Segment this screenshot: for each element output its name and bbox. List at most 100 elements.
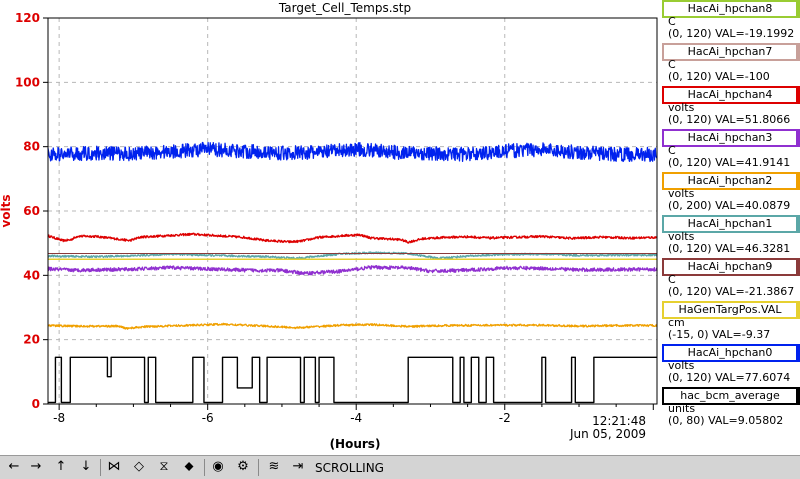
legend-range: (0, 120)	[668, 242, 712, 255]
series-hac-bcm-average	[48, 356, 657, 404]
legend-range-value: (0, 120) VAL=41.9141	[668, 157, 790, 169]
legend-unit: volts	[668, 359, 695, 372]
legend-unit: volts	[668, 230, 695, 243]
legend-range-value: (0, 200) VAL=40.0879	[668, 200, 790, 212]
legend-channel-name[interactable]: HacAi_hpchan0	[662, 344, 800, 362]
legend-range: (0, 120)	[668, 70, 712, 83]
zoom-out-vertical-icon[interactable]: ⬥	[184, 459, 194, 474]
legend-current-value: VAL=-19.1992	[711, 27, 795, 40]
toolbar-separator	[204, 459, 205, 476]
toolbar: SCROLLING ← → ↑ ↓ ⋈ ◇ ⧖ ⬥ ◉ ⚙ ≋ ⇥	[0, 455, 800, 479]
legend-current-value: VAL=9.05802	[704, 414, 784, 427]
pan-up-icon[interactable]: ↑	[55, 459, 67, 474]
zoom-in-horizontal-icon[interactable]: ⋈	[107, 459, 121, 474]
legend-entry[interactable]: HacAi_hpchan1 volts (0, 120) VAL=46.3281	[660, 215, 800, 256]
legend-current-value: VAL=-9.37	[708, 328, 771, 341]
legend-entry[interactable]: HacAi_hpchan2 volts (0, 200) VAL=40.0879	[660, 172, 800, 213]
legend: HacAi_hpchan8 C (0, 120) VAL=-19.1992 HacAi…	[660, 0, 800, 455]
legend-entry[interactable]: HacAi_hpchan9 C (0, 120) VAL=-21.3867	[660, 258, 800, 299]
legend-range: (0, 80)	[668, 414, 705, 427]
pan-down-icon[interactable]: ↓	[80, 459, 92, 474]
legend-range: (-15, 0)	[668, 328, 709, 341]
legend-range-value: (0, 120) VAL=77.6074	[668, 372, 790, 384]
legend-current-value: VAL=77.6074	[711, 371, 791, 384]
legend-entry[interactable]: HacAi_hpchan8 C (0, 120) VAL=-19.1992	[660, 0, 800, 41]
axes: 0 20 40 60 80 100 120 -8 -6 -4 -2	[15, 11, 654, 425]
legend-range: (0, 120)	[668, 156, 712, 169]
legend-current-value: VAL=-100	[711, 70, 770, 83]
legend-range-value: (0, 120) VAL=-21.3867	[668, 286, 794, 298]
y-tick-label: 40	[23, 268, 40, 282]
autoscale-icon[interactable]: ≋	[268, 459, 280, 474]
series-hacai-hpchan4	[47, 232, 658, 244]
legend-unit: volts	[668, 187, 695, 200]
legend-channel-name[interactable]: HacAi_hpchan2	[662, 172, 800, 190]
legend-channel-name[interactable]: HacAi_hpchan1	[662, 215, 800, 233]
x-tick-label: -2	[499, 411, 511, 425]
legend-range-value: (0, 120) VAL=46.3281	[668, 243, 790, 255]
x-tick-label: -6	[202, 411, 214, 425]
legend-unit: volts	[668, 101, 695, 114]
scroll-to-end-icon[interactable]: ⇥	[292, 459, 304, 474]
legend-entry[interactable]: HacAi_hpchan3 C (0, 120) VAL=41.9141	[660, 129, 800, 170]
y-tick-label: 100	[15, 75, 40, 89]
legend-range-value: (0, 80) VAL=9.05802	[668, 415, 783, 427]
legend-channel-name[interactable]: HacAi_hpchan7	[662, 43, 800, 61]
y-tick-label: 80	[23, 140, 40, 154]
legend-entry[interactable]: HacAi_hpchan0 volts (0, 120) VAL=77.6074	[660, 344, 800, 385]
legend-unit: units	[668, 402, 696, 415]
zoom-in-vertical-icon[interactable]: ⧖	[159, 459, 169, 474]
toolbar-separator	[100, 459, 101, 476]
legend-channel-name[interactable]: HaGenTargPos.VAL	[662, 301, 800, 319]
y-tick-label: 120	[15, 11, 40, 25]
legend-channel-name[interactable]: HacAi_hpchan9	[662, 258, 800, 276]
legend-entry[interactable]: HaGenTargPos.VAL cm (-15, 0) VAL=-9.37	[660, 301, 800, 342]
legend-range-value: (0, 120) VAL=-100	[668, 71, 770, 83]
legend-range-value: (0, 120) VAL=51.8066	[668, 114, 790, 126]
legend-current-value: VAL=40.0879	[711, 199, 791, 212]
legend-entry[interactable]: hac_bcm_average units (0, 80) VAL=9.05802	[660, 387, 800, 428]
date-stamp: Jun 05, 2009	[569, 427, 646, 441]
legend-channel-name[interactable]: HacAi_hpchan4	[662, 86, 800, 104]
series-hacai-hpchan1	[47, 251, 658, 260]
series-group	[47, 141, 658, 404]
legend-range: (0, 120)	[668, 113, 712, 126]
series-hacai-hpchan3	[47, 265, 658, 276]
legend-current-value: VAL=51.8066	[711, 113, 791, 126]
legend-range: (0, 120)	[668, 285, 712, 298]
legend-current-value: VAL=46.3281	[711, 242, 791, 255]
series-hacai-hpchan2	[47, 322, 658, 330]
scroll-status-label: SCROLLING	[315, 461, 384, 475]
x-tick-label: -4	[350, 411, 362, 425]
legend-channel-name[interactable]: HacAi_hpchan8	[662, 0, 800, 18]
legend-range-value: (-15, 0) VAL=-9.37	[668, 329, 770, 341]
legend-unit: cm	[668, 316, 685, 329]
legend-unit: C	[668, 144, 676, 157]
legend-current-value: VAL=-21.3867	[711, 285, 795, 298]
legend-unit: C	[668, 273, 676, 286]
toolbar-separator	[258, 459, 259, 476]
legend-unit: C	[668, 58, 676, 71]
pan-right-icon[interactable]: →	[30, 459, 42, 474]
strip-chart[interactable]: Target_Cell_Temps.stp 0 20 40 60 80 100 120 -8 -…	[0, 0, 660, 455]
legend-range-value: (0, 120) VAL=-19.1992	[668, 28, 794, 40]
legend-current-value: VAL=41.9141	[711, 156, 791, 169]
chart-title: Target_Cell_Temps.stp	[278, 1, 411, 15]
legend-range: (0, 120)	[668, 371, 712, 384]
legend-range: (0, 200)	[668, 199, 712, 212]
zoom-out-horizontal-icon[interactable]: ◇	[134, 459, 144, 474]
grid-lines	[48, 18, 657, 404]
x-tick-label: -8	[53, 411, 65, 425]
y-tick-label: 0	[32, 397, 40, 411]
record-icon[interactable]: ◉	[212, 459, 224, 474]
legend-entry[interactable]: HacAi_hpchan4 volts (0, 120) VAL=51.8066	[660, 86, 800, 127]
legend-channel-name[interactable]: HacAi_hpchan3	[662, 129, 800, 147]
settings-icon[interactable]: ⚙	[237, 459, 249, 474]
legend-entry[interactable]: HacAi_hpchan7 C (0, 120) VAL=-100	[660, 43, 800, 84]
legend-channel-name[interactable]: hac_bcm_average	[662, 387, 800, 405]
legend-range: (0, 120)	[668, 27, 712, 40]
y-axis-label: volts	[0, 194, 13, 227]
x-axis-label: (Hours)	[330, 437, 381, 451]
legend-unit: C	[668, 15, 676, 28]
pan-left-icon[interactable]: ←	[8, 459, 20, 474]
